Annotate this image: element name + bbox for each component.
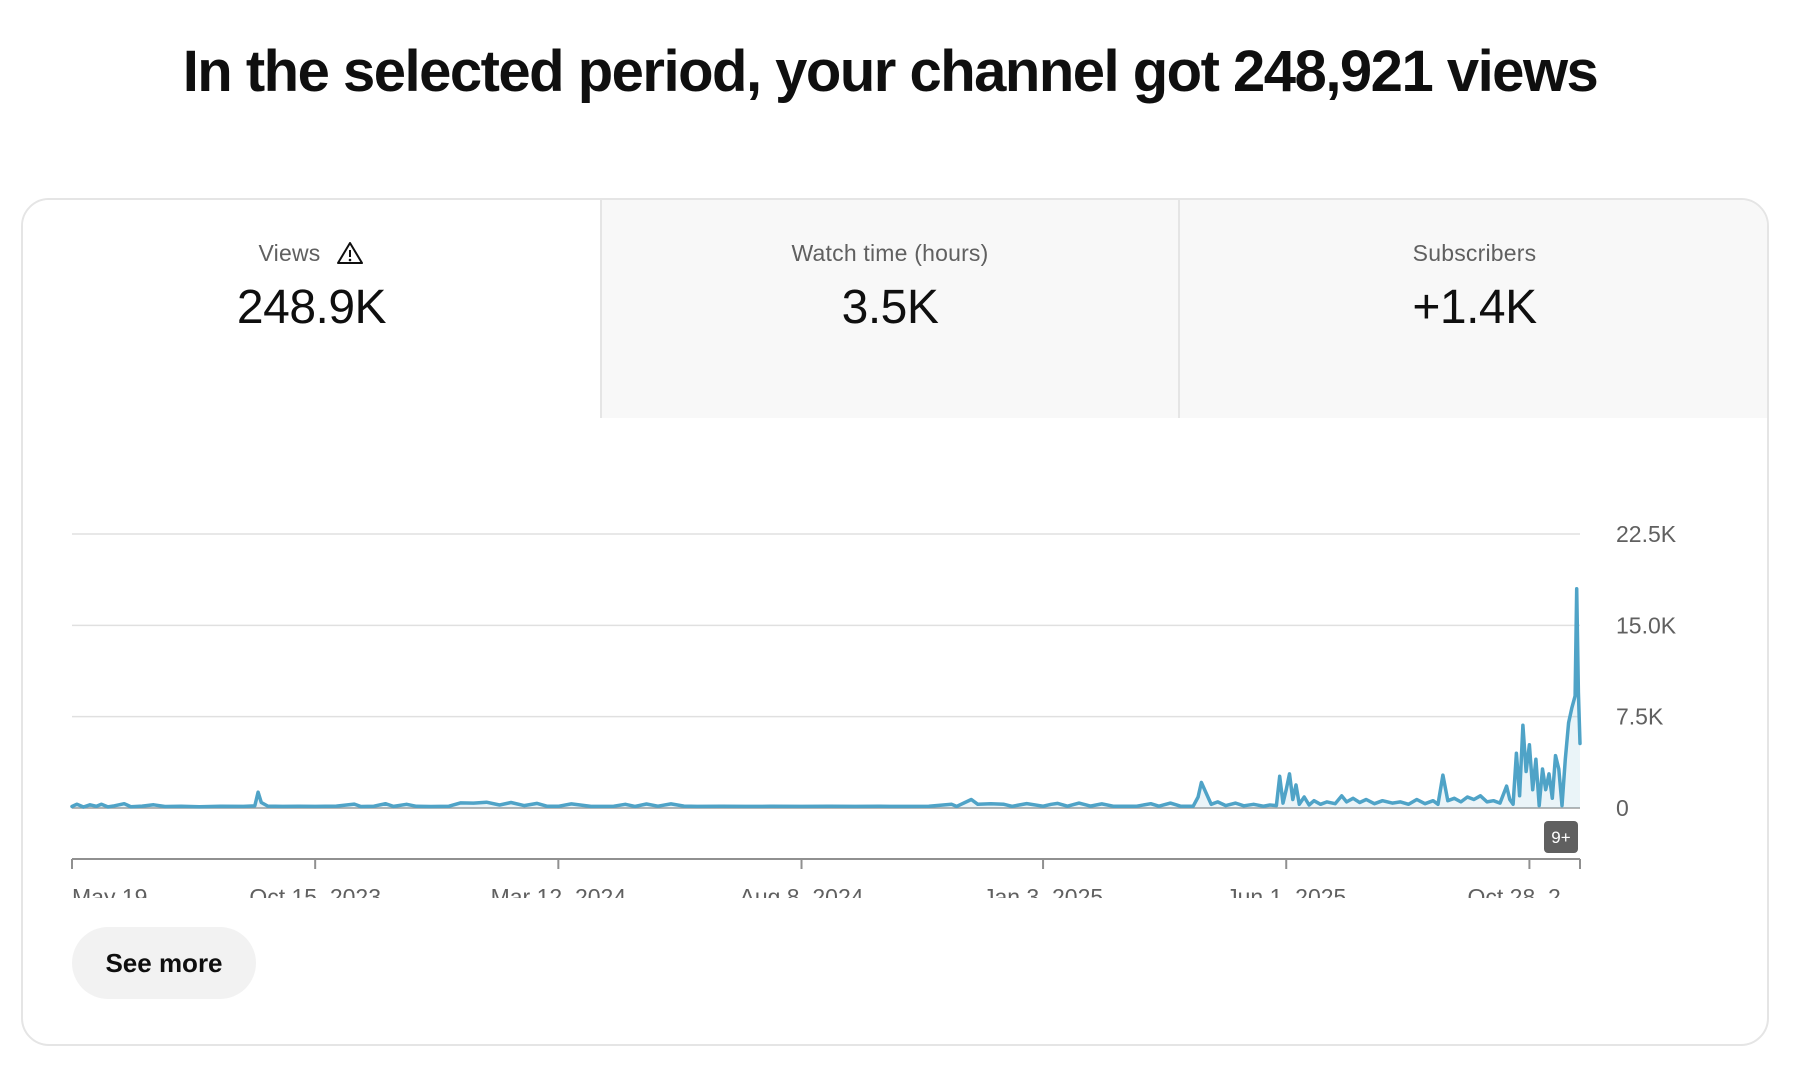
- tab-views-value: 248.9K: [236, 281, 387, 334]
- annotations-badge-bg: [1544, 821, 1578, 853]
- x-tick-label: Mar 12, 2024: [491, 884, 627, 898]
- annotations-badge-label: 9+: [1551, 828, 1570, 847]
- warning-icon[interactable]: [336, 240, 364, 266]
- tab-watch-time[interactable]: Watch time (hours) 3.5K: [600, 200, 1178, 418]
- page-headline: In the selected period, your channel got…: [182, 39, 1599, 104]
- tab-subscribers-label: Subscribers: [1412, 239, 1537, 266]
- tab-watch-time-label: Watch time (hours): [791, 239, 989, 266]
- y-tick-label: 7.5K: [1616, 704, 1664, 730]
- x-tick-label: May 19, ...: [72, 884, 179, 898]
- tab-subscribers-value: +1.4K: [1412, 281, 1537, 334]
- views-chart[interactable]: 22.5K 15.0K 7.5K 0 May 19, ... Oct 15, 2023 M…: [23, 418, 1767, 898]
- views-series-area: [72, 588, 1580, 808]
- x-tick-label: Oct 28, 2...: [1468, 884, 1581, 898]
- y-tick-label: 15.0K: [1616, 612, 1677, 638]
- views-series-line: [70, 587, 1582, 809]
- tab-views[interactable]: Views 248.9K: [23, 200, 600, 418]
- tab-watch-time-value: 3.5K: [841, 281, 939, 334]
- y-tick-label: 0: [1616, 795, 1629, 821]
- see-more-button[interactable]: See more: [72, 927, 256, 999]
- annotations-badge[interactable]: 9+: [1544, 821, 1578, 853]
- tab-views-label: Views: [258, 239, 321, 266]
- x-tick-label: Jun 1, 2025: [1226, 884, 1346, 898]
- metric-tabs: Views 248.9K Watch time (hours) 3.5K Su: [23, 200, 1767, 418]
- y-tick-label: 22.5K: [1616, 521, 1677, 547]
- views-chart-svg: 22.5K 15.0K 7.5K 0 May 19, ... Oct 15, 2023 M…: [70, 521, 1677, 898]
- tab-subscribers[interactable]: Subscribers +1.4K: [1178, 200, 1767, 418]
- x-tick-label: Aug 8, 2024: [739, 884, 863, 898]
- metrics-card: Views 248.9K Watch time (hours) 3.5K Su: [21, 198, 1769, 1046]
- x-tick-label: Jan 3, 2025: [983, 884, 1103, 898]
- x-tick-label: Oct 15, 2023: [249, 884, 381, 898]
